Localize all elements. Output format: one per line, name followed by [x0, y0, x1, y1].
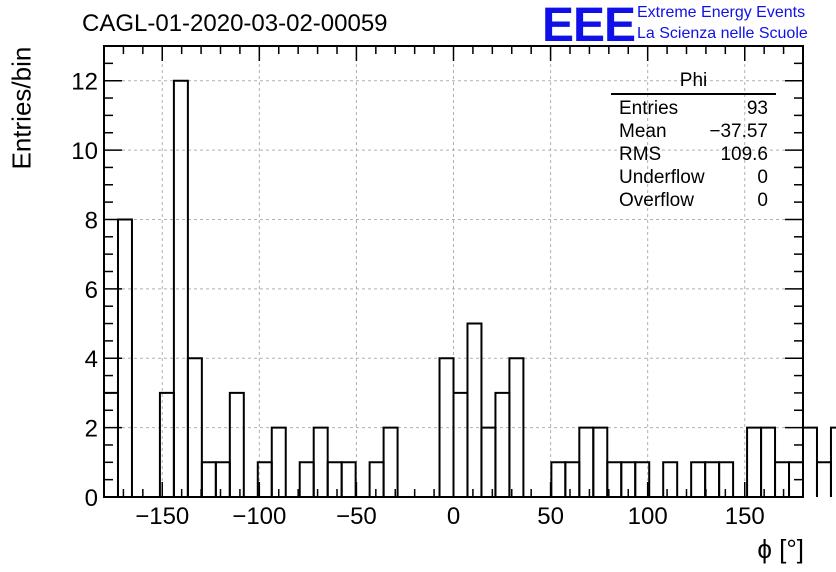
- stats-value: −37.57: [709, 121, 768, 142]
- histogram-bin: [802, 426, 818, 497]
- stats-box: Phi Entries 93 Mean −37.57 RMS 109.6 Und…: [611, 70, 776, 212]
- y-tick-label: 2: [85, 416, 98, 443]
- histogram-bin: [592, 426, 609, 497]
- y-tick-label: 0: [85, 485, 98, 512]
- stats-row-rms: RMS 109.6: [611, 143, 776, 166]
- stats-label: Entries: [619, 98, 679, 119]
- histogram-bin: [550, 461, 567, 497]
- stats-value: 0: [757, 190, 768, 211]
- y-tick-label: 12: [71, 69, 98, 96]
- stats-label: Overflow: [619, 190, 694, 211]
- histogram-bin: [718, 461, 735, 497]
- stats-value: 0: [757, 167, 768, 188]
- stats-row-overflow: Overflow 0: [611, 189, 776, 212]
- y-tick-label: 4: [85, 346, 98, 373]
- x-tick-label: 100: [628, 503, 668, 530]
- stats-value: 93: [746, 98, 768, 119]
- histogram-bin: [452, 391, 469, 497]
- histogram-bin: [186, 357, 203, 497]
- histogram-bin: [774, 461, 791, 497]
- histogram-bin: [760, 426, 777, 497]
- histogram-bin: [270, 426, 287, 497]
- histogram-bin: [508, 357, 525, 497]
- stats-label: Mean: [619, 121, 667, 142]
- histogram-bin: [340, 461, 357, 497]
- histogram-bin: [829, 426, 836, 497]
- x-axis-label: ϕ [°]: [757, 534, 804, 564]
- x-tick-label: −150: [135, 503, 189, 530]
- stats-value: 109.6: [720, 144, 768, 165]
- x-tick-label: −100: [232, 503, 286, 530]
- grid-lines: [104, 46, 803, 497]
- logo-line-1: Extreme Energy Events: [637, 4, 806, 21]
- y-axis-label: Entries/bin: [6, 46, 37, 170]
- x-tick-label: −50: [336, 503, 377, 530]
- tick-labels: −150 −100 −50 0 50 100 150 0 2 4 6 8 10 12: [71, 69, 764, 530]
- chart-title: CAGL-01-2020-03-02-00059: [82, 10, 388, 37]
- stats-label: RMS: [619, 144, 662, 165]
- x-tick-label: 0: [447, 503, 460, 530]
- histogram-bin: [228, 391, 245, 497]
- stats-row-mean: Mean −37.57: [611, 120, 776, 143]
- histogram-bin: [662, 461, 679, 497]
- histogram-bin: [815, 461, 832, 497]
- stats-row-entries: Entries 93: [611, 97, 776, 120]
- histogram-bin: [312, 426, 329, 497]
- histogram-bin: [634, 461, 651, 497]
- y-tick-label: 6: [85, 277, 98, 304]
- histogram-bin: [494, 391, 511, 497]
- x-tick-label: 150: [725, 503, 765, 530]
- histogram-bin: [326, 461, 343, 497]
- histogram-bin: [368, 461, 385, 497]
- histogram-bin: [382, 426, 399, 497]
- histogram-bin: [746, 426, 763, 497]
- histogram-bin: [172, 79, 189, 497]
- histogram-bin: [564, 461, 581, 497]
- x-tick-label: 50: [537, 503, 564, 530]
- axis-frame: [103, 45, 804, 498]
- stats-row-underflow: Underflow 0: [611, 166, 776, 189]
- histogram-bin: [200, 461, 217, 497]
- histogram-bin: [704, 461, 721, 497]
- histogram-bars: [103, 79, 836, 498]
- y-tick-label: 8: [85, 207, 98, 234]
- histogram-bin: [480, 426, 497, 497]
- eee-logo-mark: EEE: [542, 0, 636, 52]
- histogram-bin: [466, 322, 483, 497]
- stats-label: Underflow: [619, 167, 705, 188]
- y-tick-label: 10: [71, 138, 98, 165]
- histogram-bin: [690, 461, 707, 497]
- stats-title: Phi: [611, 70, 776, 95]
- histogram-bin: [298, 461, 315, 497]
- histogram-bin: [214, 461, 231, 497]
- logo-line-2: La Scienza nelle Scuole: [637, 25, 808, 42]
- histogram-bin: [578, 426, 595, 497]
